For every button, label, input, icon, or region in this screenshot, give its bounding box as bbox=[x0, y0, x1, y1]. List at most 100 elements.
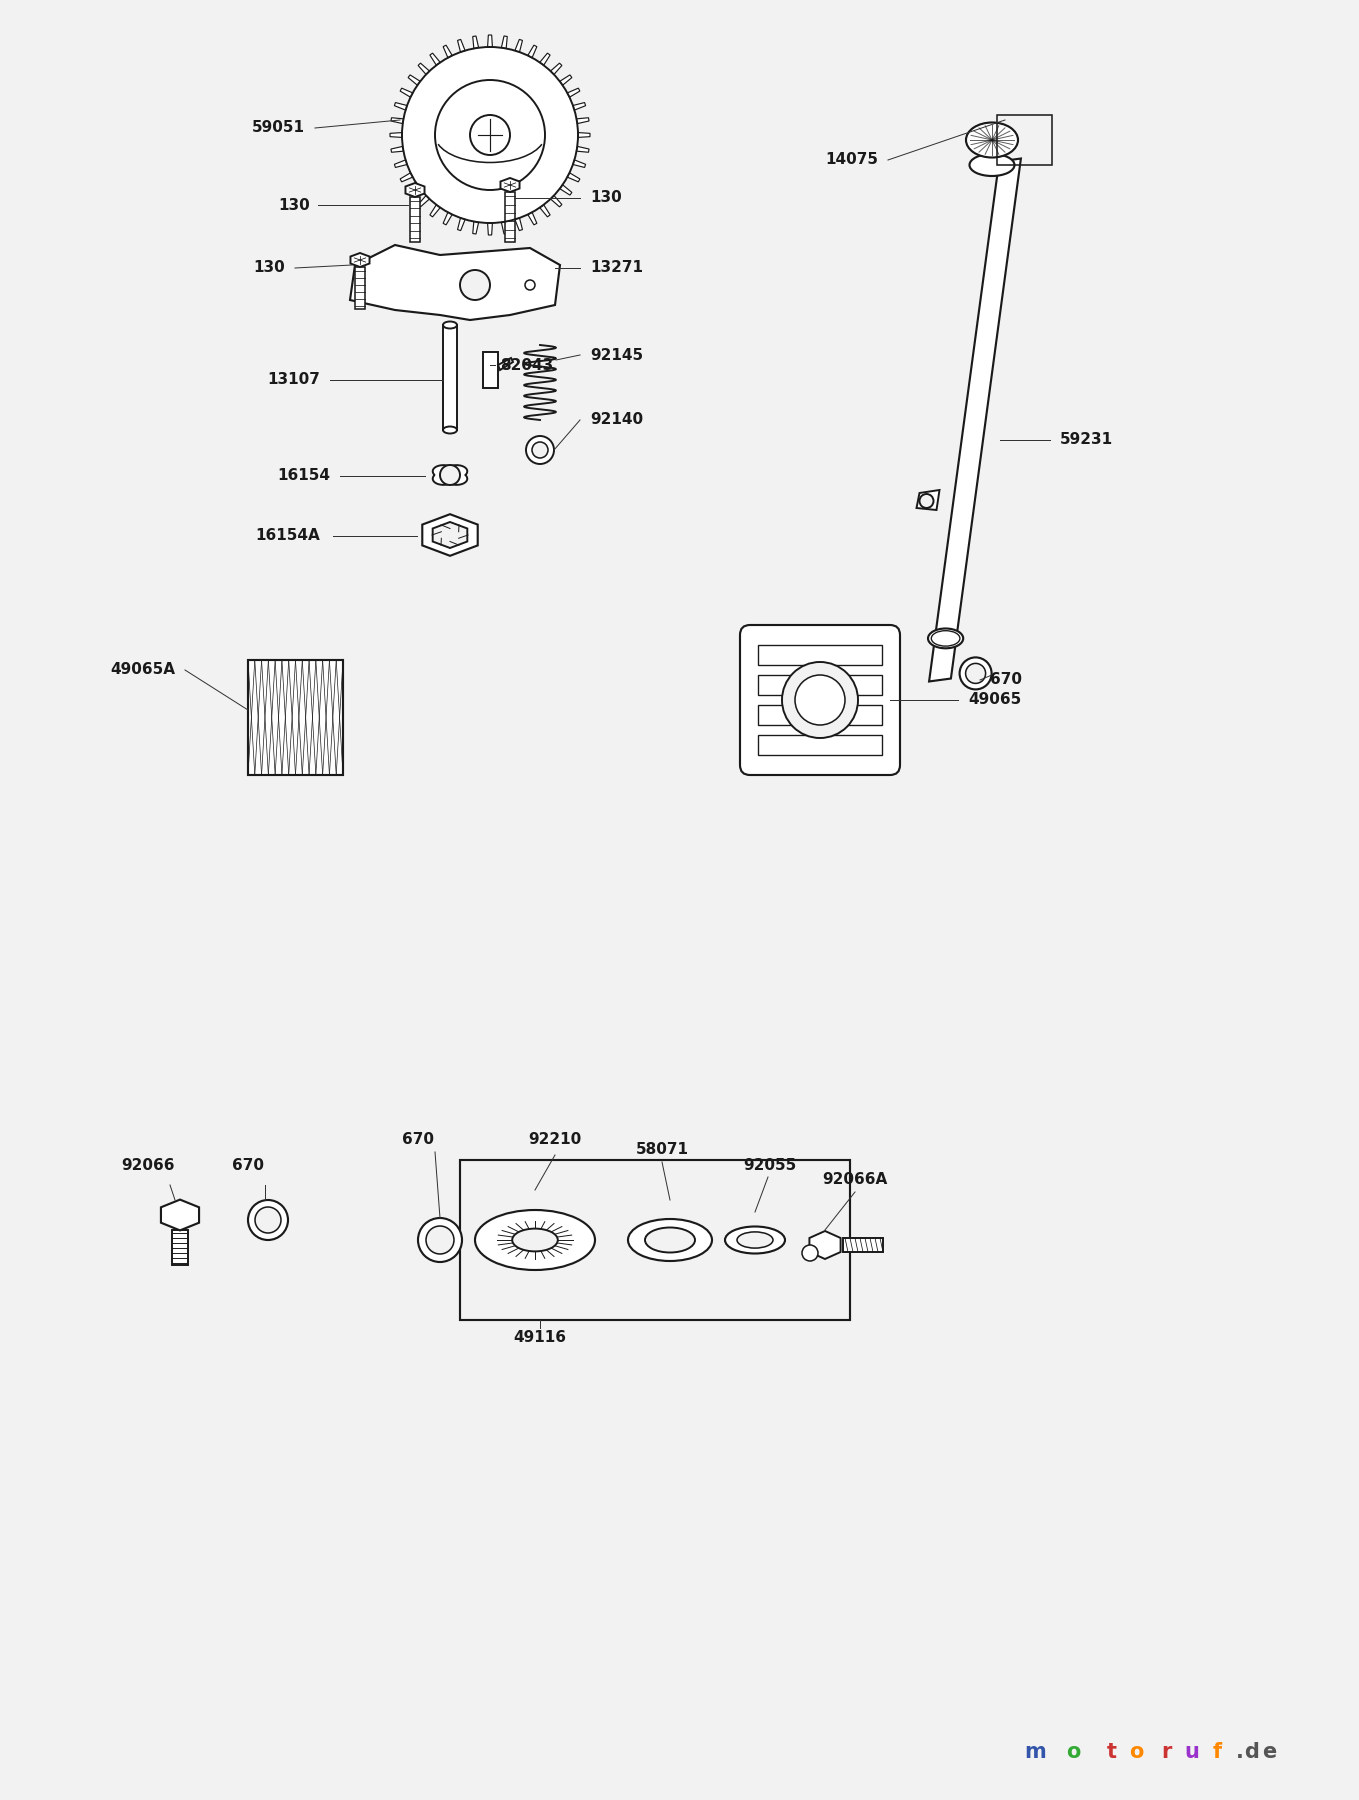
Polygon shape bbox=[573, 160, 586, 167]
Ellipse shape bbox=[646, 1228, 694, 1253]
Polygon shape bbox=[400, 173, 413, 182]
Polygon shape bbox=[419, 196, 429, 207]
Bar bbox=[758, 675, 882, 695]
Ellipse shape bbox=[966, 122, 1018, 158]
Circle shape bbox=[795, 675, 845, 725]
Text: 82043: 82043 bbox=[500, 358, 553, 373]
Polygon shape bbox=[501, 36, 507, 49]
Bar bbox=[173, 1231, 188, 1265]
Text: 58071: 58071 bbox=[636, 1143, 689, 1157]
Polygon shape bbox=[458, 218, 465, 230]
Text: 59051: 59051 bbox=[251, 121, 304, 135]
Polygon shape bbox=[394, 160, 408, 167]
Polygon shape bbox=[473, 36, 478, 49]
Ellipse shape bbox=[443, 427, 457, 434]
Circle shape bbox=[255, 1208, 281, 1233]
Text: d: d bbox=[1245, 1742, 1258, 1762]
Text: 16154A: 16154A bbox=[255, 529, 319, 544]
Ellipse shape bbox=[737, 1231, 773, 1247]
Polygon shape bbox=[560, 185, 572, 194]
Polygon shape bbox=[351, 245, 560, 320]
Polygon shape bbox=[432, 522, 467, 547]
Polygon shape bbox=[527, 45, 537, 58]
Polygon shape bbox=[567, 88, 580, 97]
Text: t: t bbox=[1106, 1742, 1117, 1762]
Circle shape bbox=[966, 664, 985, 684]
Circle shape bbox=[959, 657, 992, 689]
Text: f: f bbox=[1214, 1742, 1222, 1762]
Polygon shape bbox=[432, 464, 467, 484]
Polygon shape bbox=[443, 212, 453, 225]
Polygon shape bbox=[408, 185, 420, 194]
Polygon shape bbox=[810, 1231, 841, 1258]
Circle shape bbox=[440, 464, 459, 484]
Text: 59231: 59231 bbox=[1060, 432, 1113, 448]
Polygon shape bbox=[573, 103, 586, 110]
Text: 670: 670 bbox=[232, 1157, 264, 1172]
Circle shape bbox=[526, 436, 554, 464]
Bar bbox=[459, 1159, 849, 1319]
Text: 92145: 92145 bbox=[590, 347, 643, 362]
Polygon shape bbox=[550, 63, 561, 74]
Text: 130: 130 bbox=[590, 191, 622, 205]
Text: o: o bbox=[1129, 1742, 1143, 1762]
Polygon shape bbox=[916, 490, 939, 509]
Polygon shape bbox=[160, 1199, 198, 1231]
Polygon shape bbox=[540, 205, 550, 216]
Polygon shape bbox=[391, 117, 404, 124]
Circle shape bbox=[459, 270, 491, 301]
Text: 16154: 16154 bbox=[277, 468, 330, 484]
Ellipse shape bbox=[969, 155, 1015, 176]
Circle shape bbox=[402, 47, 578, 223]
Circle shape bbox=[470, 115, 510, 155]
Text: .: . bbox=[1235, 1742, 1243, 1762]
Text: e: e bbox=[1263, 1742, 1276, 1762]
Ellipse shape bbox=[628, 1219, 712, 1262]
Ellipse shape bbox=[928, 628, 964, 648]
Text: 13271: 13271 bbox=[590, 261, 643, 275]
Text: 130: 130 bbox=[279, 198, 310, 212]
Circle shape bbox=[781, 662, 858, 738]
Ellipse shape bbox=[443, 322, 457, 328]
Bar bbox=[506, 193, 515, 241]
Circle shape bbox=[425, 1226, 454, 1255]
Text: 92066: 92066 bbox=[121, 1157, 175, 1172]
Circle shape bbox=[920, 493, 934, 508]
Polygon shape bbox=[560, 76, 572, 85]
Polygon shape bbox=[429, 54, 440, 65]
Text: 49065: 49065 bbox=[968, 693, 1021, 707]
Text: 92210: 92210 bbox=[529, 1132, 582, 1148]
Polygon shape bbox=[540, 54, 550, 65]
Circle shape bbox=[419, 1219, 462, 1262]
Polygon shape bbox=[550, 196, 561, 207]
Bar bbox=[998, 115, 1052, 166]
Text: m: m bbox=[1025, 1742, 1046, 1762]
Text: 13107: 13107 bbox=[268, 373, 319, 387]
Bar bbox=[482, 353, 497, 389]
Polygon shape bbox=[527, 212, 537, 225]
Ellipse shape bbox=[512, 1229, 557, 1251]
Ellipse shape bbox=[724, 1226, 786, 1253]
Text: 130: 130 bbox=[253, 261, 285, 275]
Polygon shape bbox=[405, 184, 424, 196]
Bar bbox=[410, 196, 420, 241]
Polygon shape bbox=[500, 178, 519, 193]
Text: 49116: 49116 bbox=[514, 1330, 567, 1346]
Bar bbox=[355, 266, 366, 310]
Polygon shape bbox=[419, 63, 429, 74]
Polygon shape bbox=[930, 158, 1021, 682]
Polygon shape bbox=[578, 133, 590, 137]
Text: u: u bbox=[1185, 1742, 1199, 1762]
Bar bbox=[247, 661, 342, 776]
Text: 92140: 92140 bbox=[590, 412, 643, 428]
Polygon shape bbox=[501, 221, 507, 234]
Polygon shape bbox=[473, 221, 478, 234]
Bar bbox=[443, 326, 457, 430]
Polygon shape bbox=[576, 117, 588, 124]
Polygon shape bbox=[497, 358, 512, 371]
Polygon shape bbox=[458, 40, 465, 52]
Polygon shape bbox=[394, 103, 408, 110]
Polygon shape bbox=[351, 254, 370, 266]
Circle shape bbox=[525, 281, 535, 290]
Text: 49065A: 49065A bbox=[110, 662, 175, 677]
